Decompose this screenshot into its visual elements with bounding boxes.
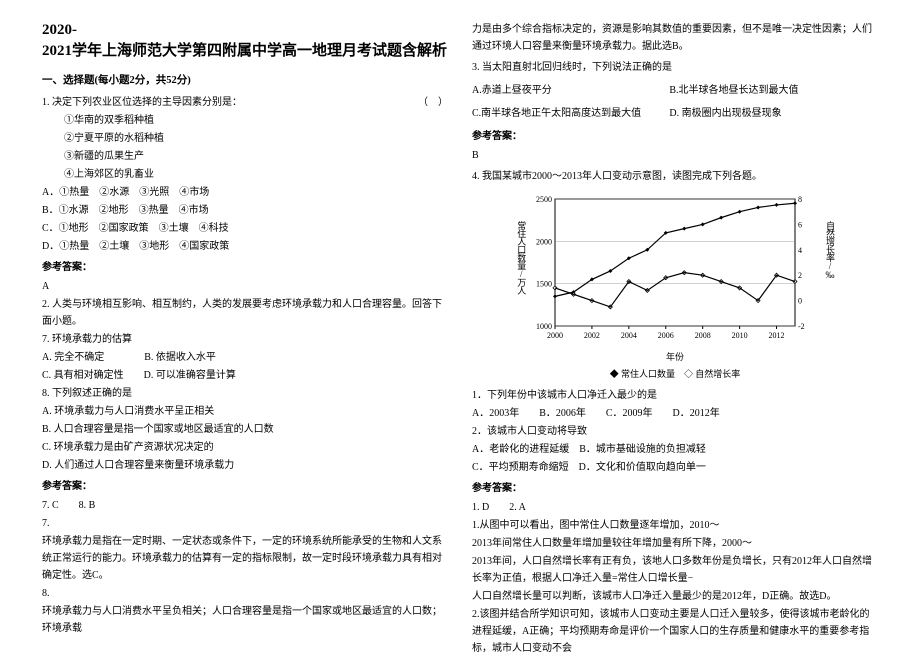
q8-stem: 8. 下列叙述正确的是 — [42, 385, 448, 402]
exp4-1c: 2013年间，人口自然增长率有正有负，该地人口多数年份是负增长，只有2012年人… — [472, 553, 878, 587]
svg-text:6: 6 — [798, 220, 802, 229]
legend-series-1: 常住人口数量 — [621, 369, 675, 379]
svg-text:1500: 1500 — [536, 280, 552, 289]
answer-1: A — [42, 278, 448, 295]
exp4-1a: 1.从图中可以看出，图中常住人口数量逐年增加，2010～ — [472, 517, 878, 534]
q2-lead: 2. 人类与环境相互影响、相互制约，人类的发展要考虑环境承载力和人口合理容量。回… — [42, 296, 448, 330]
svg-text:2000: 2000 — [547, 331, 563, 340]
section-heading-1: 一、选择题(每小题2分，共52分) — [42, 72, 448, 90]
chart-legend: ◆ 常住人口数量 ◇ 自然增长率 — [472, 367, 878, 382]
svg-text:1000: 1000 — [536, 322, 552, 331]
q1-sub3: ③新疆的瓜果生产 — [42, 148, 448, 165]
svg-text:2: 2 — [798, 271, 802, 280]
svg-text:2500: 2500 — [536, 195, 552, 204]
q1-sub4: ④上海郊区的乳畜业 — [42, 166, 448, 183]
q1-optD: D．①热量 ②土壤 ③地形 ④国家政策 — [42, 238, 448, 255]
svg-text:-2: -2 — [798, 322, 805, 331]
answer-label-3: 参考答案： — [472, 128, 878, 145]
answer-label-1: 参考答案： — [42, 259, 448, 276]
svg-text:2004: 2004 — [621, 331, 637, 340]
q8-optC: C. 环境承载力是由矿产资源状况决定的 — [42, 439, 448, 456]
answer-4: 1. D 2. A — [472, 499, 878, 516]
q8-optD: D. 人们通过人口合理容量来衡量环境承载力 — [42, 457, 448, 474]
q8-optB: B. 人口合理容量是指一个国家或地区最适宜的人口数 — [42, 421, 448, 438]
svg-text:2010: 2010 — [732, 331, 748, 340]
q3-stem: 3. 当太阳直射北回归线时，下列说法正确的是 — [472, 59, 878, 76]
q3-row2: C.南半球各地正午太阳高度达到最大值 D. 南极圈内出现极昼现象 — [472, 105, 878, 122]
q1-sub2: ②宁夏平原的水稻种植 — [42, 130, 448, 147]
q1-optA: A．①热量 ②水源 ③光照 ④市场 — [42, 184, 448, 201]
q7-stem: 7. 环境承载力的估算 — [42, 331, 448, 348]
left-column: 2020- 2021学年上海师范大学第四附属中学高一地理月考试题含解析 一、选择… — [30, 20, 460, 631]
svg-text:8: 8 — [798, 195, 802, 204]
chart-x-label: 年份 — [472, 350, 878, 365]
answer-label-78: 参考答案： — [42, 478, 448, 495]
svg-text:2012: 2012 — [769, 331, 785, 340]
q1-sub1: ①华南的双季稻种植 — [42, 112, 448, 129]
q8-optA: A. 环境承载力与人口消费水平呈正相关 — [42, 403, 448, 420]
q3-row1: A.赤道上昼夜平分 B.北半球各地昼长达到最大值 — [472, 82, 878, 99]
page-title: 2020- 2021学年上海师范大学第四附属中学高一地理月考试题含解析 — [42, 20, 448, 62]
q4-1-opts: A．2003年 B．2006年 C．2009年 D．2012年 — [472, 405, 878, 422]
q1-optB: B．①水源 ②地形 ③热量 ④市场 — [42, 202, 448, 219]
svg-text:0: 0 — [798, 297, 802, 306]
title-line-2: 2021学年上海师范大学第四附属中学高一地理月考试题含解析 — [42, 43, 447, 59]
exp7-num: 7. — [42, 515, 448, 532]
chart-y-left-label: 常住人口数量/万人 — [513, 221, 528, 294]
cont-text-1: 力是由多个综合指标决定的，资源是影响其数值的重要因素，但不是唯一决定性因素；人们… — [472, 21, 878, 55]
svg-text:4: 4 — [798, 246, 802, 255]
svg-text:2002: 2002 — [584, 331, 600, 340]
title-line-1: 2020- — [42, 22, 77, 38]
svg-text:2000: 2000 — [536, 237, 552, 246]
svg-text:2008: 2008 — [695, 331, 711, 340]
q4-stem: 4. 我国某城市2000～2013年人口变动示意图，读图完成下列各题。 — [472, 168, 878, 185]
answer-3: B — [472, 147, 878, 164]
q3-optB: B.北半球各地昼长达到最大值 — [669, 85, 798, 96]
q3-optC: C.南半球各地正午太阳高度达到最大值 — [472, 105, 667, 122]
q7-optCD: C. 具有相对确定性 D. 可以准确容量计算 — [42, 367, 448, 384]
chart-svg: 1000 1500 2000 2500 -2 0 2 4 6 8 2000 2002 2004 2006 2… — [515, 191, 835, 346]
legend-marker-2-icon: ◇ — [684, 369, 693, 379]
svg-text:2006: 2006 — [658, 331, 674, 340]
q4-2-stem: 2．该城市人口变动将导致 — [472, 423, 878, 440]
q1-stem-text: 1. 决定下列农业区位选择的主导因素分别是： — [42, 97, 242, 108]
exp4-2a: 2.该图并结合所学知识可知，该城市人口变动主要是人口迁入量较多，使得该城市老龄化… — [472, 606, 878, 657]
legend-marker-1-icon: ◆ — [610, 369, 619, 379]
exp7-text: 环境承载力是指在一定时期、一定状态或条件下，一定的环境系统所能承受的生物和人文系… — [42, 533, 448, 584]
exp4-1b: 2013年间常住人口数量年增加量较往年增加量有所下降，2000～ — [472, 535, 878, 552]
q7-optAB: A. 完全不确定 B. 依据收入水平 — [42, 349, 448, 366]
exp8-text: 环境承载力与人口消费水平呈负相关；人口合理容量是指一个国家或地区最适宜的人口数；… — [42, 603, 448, 637]
q1-optC: C．①地形 ②国家政策 ③土壤 ④科技 — [42, 220, 448, 237]
q4-1-stem: 1．下列年份中该城市人口净迁入最少的是 — [472, 387, 878, 404]
q1-paren: （ ） — [418, 94, 448, 111]
answer-78: 7. C 8. B — [42, 497, 448, 514]
answer-label-4: 参考答案： — [472, 480, 878, 497]
population-chart: 常住人口数量/万人 自然增长率/‰ 1000 1500 2000 2500 -2 0 2 4 6… — [515, 191, 835, 346]
right-column: 力是由多个综合指标决定的，资源是影响其数值的重要因素，但不是唯一决定性因素；人们… — [460, 20, 890, 631]
q4-2-optsAB: A．老龄化的进程延缓 B．城市基础设施的负担减轻 — [472, 441, 878, 458]
chart-y-right-label: 自然增长率/‰ — [822, 221, 837, 279]
legend-series-2: 自然增长率 — [695, 369, 740, 379]
exp8-num: 8. — [42, 585, 448, 602]
q3-optA: A.赤道上昼夜平分 — [472, 82, 667, 99]
exp4-1d: 人口自然增长量可以判断，该城市人口净迁入量最少的是2012年，D正确。故选D。 — [472, 588, 878, 605]
q4-2-optsCD: C．平均预期寿命缩短 D．文化和价值取向趋向单一 — [472, 459, 878, 476]
q3-optD: D. 南极圈内出现极昼现象 — [669, 108, 781, 119]
q1-stem: 1. 决定下列农业区位选择的主导因素分别是： （ ） — [42, 94, 448, 111]
